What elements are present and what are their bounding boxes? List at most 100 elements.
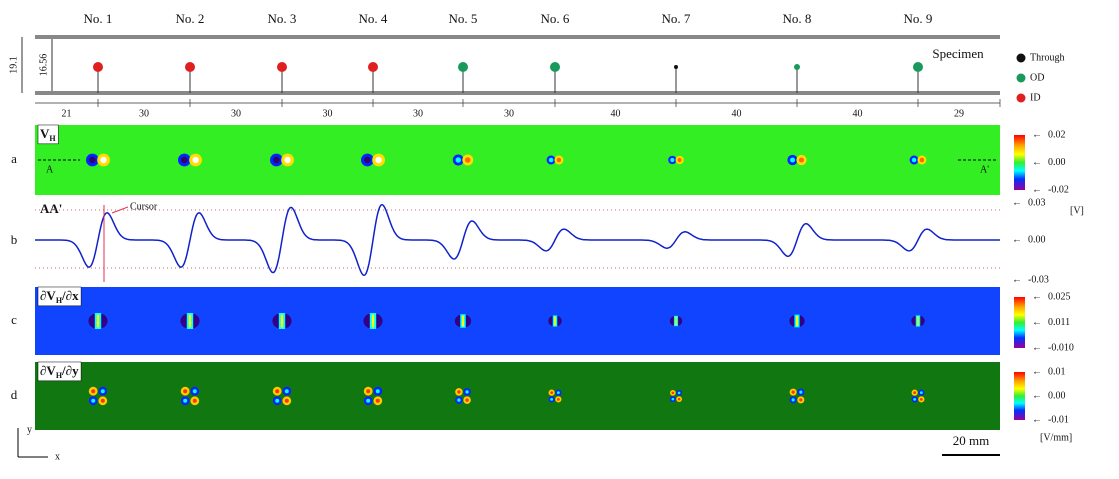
- defect-number: No. 3: [268, 11, 297, 26]
- spot: [789, 157, 796, 163]
- colorbar-arrow: ←: [1032, 366, 1042, 377]
- cursor-pointer: [111, 206, 129, 214]
- unit-label: [V/mm]: [1040, 432, 1072, 443]
- section-end: A': [980, 164, 989, 175]
- scale-label: 0.03: [1028, 197, 1046, 208]
- spot: [465, 390, 469, 394]
- thickness-outer: 19.1: [8, 56, 19, 74]
- content: No. 1 No. 2 No. 3 No. 4 No. 5 No. 6 No. 7 No. 8…: [8, 11, 1084, 462]
- spacing: 40: [611, 108, 621, 119]
- spot: [100, 156, 107, 164]
- colorbar: [1014, 135, 1025, 190]
- spot: [791, 398, 795, 402]
- legend-dot: [1016, 93, 1026, 103]
- legend-dot: [1016, 53, 1026, 63]
- defect-number: No. 1: [84, 11, 113, 26]
- spot: [284, 389, 289, 394]
- spot: [556, 157, 562, 163]
- signal-curve: [35, 203, 1000, 277]
- title-part: H: [49, 134, 56, 143]
- defect-marker: [458, 62, 468, 72]
- scale-arrow: ←: [1012, 274, 1022, 285]
- title-part: ∂V: [40, 363, 56, 378]
- spot: [919, 391, 923, 395]
- spot: [799, 398, 803, 402]
- spot: [280, 314, 284, 328]
- defect-number: No. 5: [449, 11, 478, 26]
- defect-marker: [185, 62, 195, 72]
- colorbar-arrow: ←: [1032, 129, 1042, 140]
- unit-label: [V]: [1070, 205, 1084, 216]
- spot: [556, 397, 560, 401]
- spot: [465, 157, 471, 163]
- spacing: 40: [853, 108, 863, 119]
- spot: [366, 398, 371, 403]
- spot: [913, 391, 917, 395]
- spot: [275, 389, 280, 394]
- defect-marker: [794, 64, 800, 70]
- spot: [556, 391, 560, 395]
- spot: [548, 157, 554, 163]
- spot: [677, 397, 681, 401]
- spot: [96, 314, 100, 328]
- title-part: /∂y: [61, 363, 79, 378]
- spot: [675, 316, 677, 326]
- cursor-label: Cursor: [130, 201, 158, 212]
- scale-arrow: ←: [1012, 234, 1022, 245]
- spot: [455, 157, 461, 163]
- spot: [188, 314, 192, 328]
- defect-number: No. 2: [176, 11, 205, 26]
- axis-y-label: y: [27, 424, 32, 435]
- defect-number: No. 7: [662, 11, 691, 26]
- panel-image: [35, 362, 1000, 430]
- spacing: 30: [504, 108, 514, 119]
- legend-label: Through: [1030, 52, 1064, 63]
- colorbar-label: 0.00: [1048, 390, 1066, 401]
- panel-title: VH: [40, 126, 56, 143]
- colorbar-arrow: ←: [1032, 157, 1042, 168]
- spot: [671, 397, 675, 401]
- colorbar-label: 0.01: [1048, 366, 1066, 377]
- title-part: H: [56, 371, 63, 380]
- spot: [550, 391, 554, 395]
- spacing: 40: [732, 108, 742, 119]
- defect-marker: [93, 62, 103, 72]
- spot: [366, 389, 371, 394]
- spot: [273, 156, 280, 164]
- scale-label: 0.00: [1028, 234, 1046, 245]
- spacing: 30: [139, 108, 149, 119]
- colorbar-arrow: ←: [1032, 390, 1042, 401]
- spacing: 21: [62, 108, 72, 119]
- spot: [100, 398, 105, 403]
- spot: [799, 390, 803, 394]
- spacing: 30: [231, 108, 241, 119]
- defect-marker: [368, 62, 378, 72]
- spot: [911, 157, 917, 163]
- scale-bar-label: 20 mm: [953, 433, 989, 448]
- colorbar-label: 0.025: [1048, 291, 1071, 302]
- title-box: [37, 286, 82, 307]
- colorbar-arrow: ←: [1032, 414, 1042, 425]
- spot: [192, 389, 197, 394]
- panel-letter: a: [11, 151, 17, 166]
- colorbar-label: -0.02: [1048, 184, 1069, 195]
- legend-dot: [1016, 73, 1026, 83]
- thickness-inner: 16.56: [38, 54, 49, 77]
- spot: [192, 156, 199, 164]
- spacing: 30: [323, 108, 333, 119]
- panel-title: ∂VH/∂x: [40, 288, 79, 305]
- spot: [192, 398, 197, 403]
- spot: [550, 397, 554, 401]
- colorbar: [1014, 297, 1025, 348]
- defect-marker: [674, 65, 678, 69]
- title-part: AA': [40, 201, 62, 216]
- spot: [89, 156, 96, 164]
- section-start: A: [46, 164, 54, 175]
- spot: [677, 157, 682, 163]
- spot: [798, 157, 805, 163]
- spot: [364, 156, 371, 164]
- colorbar-label: -0.01: [1048, 414, 1069, 425]
- spot: [457, 398, 461, 402]
- colorbar-label: 0.02: [1048, 129, 1066, 140]
